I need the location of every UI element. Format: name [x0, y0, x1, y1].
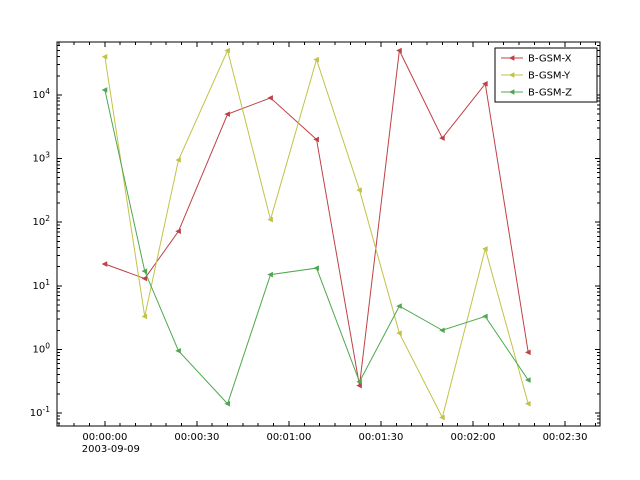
y-tick-label: 10-1 — [30, 405, 50, 419]
data-point-marker — [313, 265, 319, 271]
series-B-GSM-X — [101, 47, 531, 389]
y-tick-label: 103 — [32, 151, 50, 165]
data-point-marker — [525, 349, 531, 356]
data-point-marker — [175, 157, 181, 163]
data-point-marker — [267, 95, 273, 101]
data-point-marker — [141, 313, 148, 320]
y-tick-label: 104 — [32, 87, 50, 101]
data-point-marker — [356, 378, 362, 385]
x-tick-label: 00:00:30 — [174, 432, 219, 443]
data-point-marker — [267, 271, 273, 278]
data-point-marker — [175, 348, 181, 354]
x-tick-label: 00:02:00 — [451, 432, 496, 443]
data-point-marker — [482, 80, 488, 87]
x-axis — [58, 42, 597, 426]
data-point-marker — [224, 400, 230, 407]
x-tick-label: 00:01:00 — [266, 432, 311, 443]
data-point-marker — [396, 47, 402, 54]
data-point-marker — [525, 377, 531, 383]
legend-label: B-GSM-X — [528, 54, 572, 65]
data-point-marker — [439, 414, 445, 421]
data-point-marker — [101, 261, 108, 267]
x-tick-label: 00:00:00 — [82, 432, 127, 443]
data-point-marker — [175, 228, 181, 235]
x-tick-label: 00:02:30 — [543, 432, 588, 443]
series-B-GSM-Z — [101, 87, 531, 407]
data-point-marker — [141, 268, 148, 274]
legend-label: B-GSM-Z — [528, 88, 572, 99]
data-point-marker — [482, 246, 488, 252]
legend-label: B-GSM-Y — [528, 71, 571, 82]
data-point-marker — [101, 53, 108, 60]
y-axis-labels: 10-1 100 101 102 103 104 — [30, 87, 50, 419]
data-point-marker — [101, 87, 108, 93]
y-tick-label: 100 — [32, 341, 50, 355]
legend-entry-B-GSM-Y: B-GSM-Y — [501, 71, 571, 82]
x-axis-date-label: 2003-09-09 — [82, 444, 140, 455]
series-B-GSM-Y — [101, 47, 531, 421]
data-point-marker — [525, 400, 531, 407]
data-point-marker — [439, 327, 445, 334]
data-point-marker — [224, 111, 230, 117]
data-point-marker — [224, 47, 230, 54]
legend: B-GSM-X B-GSM-Y B-GSM-Z — [494, 47, 598, 103]
data-point-marker — [313, 56, 319, 63]
x-tick-label: 00:01:30 — [358, 432, 403, 443]
data-point-marker — [508, 72, 515, 78]
data-point-marker — [439, 135, 445, 141]
data-point-marker — [141, 275, 148, 282]
data-point-marker — [267, 216, 273, 223]
data-point-marker — [508, 89, 515, 95]
y-tick-label: 101 — [32, 278, 50, 292]
legend-entry-B-GSM-Z: B-GSM-Z — [501, 88, 572, 99]
data-point-marker — [482, 313, 488, 320]
data-point-marker — [396, 303, 402, 309]
data-point-marker — [356, 187, 362, 193]
y-tick-label: 102 — [32, 214, 50, 228]
data-point-marker — [508, 55, 515, 61]
legend-entry-B-GSM-X: B-GSM-X — [501, 54, 572, 65]
data-point-marker — [356, 382, 362, 389]
data-point-marker — [313, 136, 319, 143]
data-point-marker — [396, 330, 402, 336]
